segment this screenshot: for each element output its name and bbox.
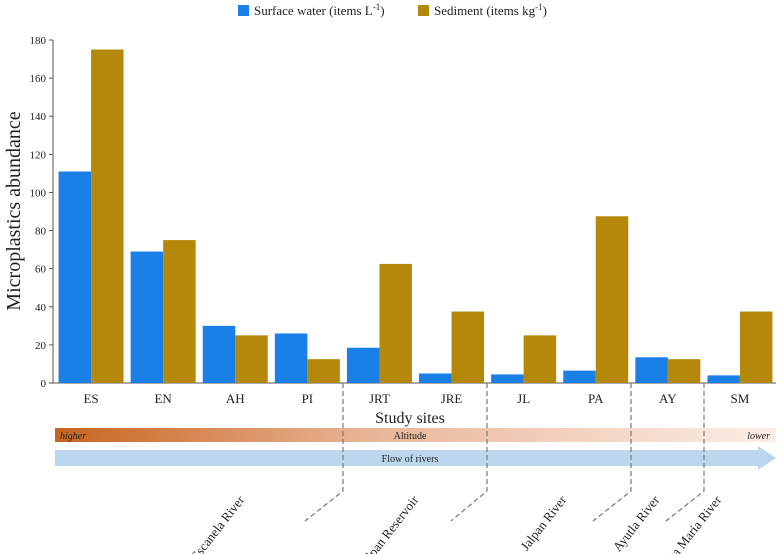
bar-sediment-jl [523, 335, 557, 383]
flow-label: Flow of rivers [382, 454, 439, 465]
separator-1 [304, 383, 344, 522]
bar-sediment-jrt [379, 263, 412, 383]
group-separators [304, 383, 705, 522]
x-axis-label: Study sites [375, 410, 445, 427]
y-axis-label: Microplastics abundance [3, 111, 25, 310]
bar-sediment-en [163, 240, 196, 383]
bar-sediment-sm [739, 311, 773, 383]
separator-4 [665, 383, 705, 522]
x-tick-label-jre: JRE [441, 391, 463, 406]
legend-label-surface-water: Surface water (items L-1) [254, 2, 385, 18]
x-tick-label-pi: PI [302, 391, 314, 406]
x-tick-labels: ES EN AH PI JRT JRE JL PA AY SM [83, 391, 749, 406]
separator-2 [450, 383, 488, 522]
y-tick-label: 180 [30, 35, 47, 47]
legend-swatch-sediment [418, 5, 429, 16]
altitude-bar [55, 428, 776, 442]
x-tick-label-pa: PA [588, 391, 604, 406]
bar-sediment-ah [235, 335, 268, 383]
x-tick-label-en: EN [154, 391, 172, 406]
flow-arrow [55, 446, 776, 470]
x-tick-label-jl: JL [517, 391, 530, 406]
river-label-jalpan-river: Jalpan River [517, 492, 569, 553]
bar-surface-water-jl [491, 374, 524, 383]
bar-surface-water-jrt [346, 347, 380, 383]
altitude-higher-label: higher [60, 431, 86, 442]
bar-sediment-pa [595, 216, 629, 383]
river-label-jalpan-reservoir: Jalpan Reservoir [356, 492, 422, 554]
bar-surface-water-en [130, 251, 164, 383]
bar-sediment-pi [307, 359, 340, 383]
altitude-label: Altitude [394, 431, 427, 442]
x-tick-label-ah: AH [226, 391, 245, 406]
y-tick-label: 40 [35, 302, 47, 314]
bar-surface-water-pi [274, 333, 308, 383]
river-label-escanela: Escanela River [187, 492, 247, 554]
bar-surface-water-jre [419, 373, 452, 383]
y-tick-label: 120 [30, 149, 47, 161]
bar-surface-water-sm [707, 375, 740, 383]
separator-3 [592, 383, 632, 522]
x-tick-label-sm: SM [731, 391, 750, 406]
x-tick-label-ay: AY [659, 391, 677, 406]
y-tick-label: 160 [30, 73, 47, 85]
bar-sediment-jre [451, 311, 485, 383]
bar-sediment-ay [667, 359, 701, 383]
x-tick-label-es: ES [83, 391, 98, 406]
y-tick-label: 140 [30, 111, 47, 123]
legend-label-sediment: Sediment (items kg-1) [434, 2, 547, 18]
bar-surface-water-es [58, 171, 92, 383]
y-tick-label: 0 [41, 378, 47, 390]
y-tick-label: 20 [35, 340, 47, 352]
bar-surface-water-pa [563, 370, 596, 383]
bars [58, 49, 773, 384]
bar-sediment-es [91, 49, 124, 384]
y-ticks: 0 20 40 60 80 100 120 140 160 180 [30, 35, 53, 390]
legend-swatch-surface-water [238, 5, 249, 16]
altitude-lower-label: lower [747, 431, 770, 442]
bar-surface-water-ah [202, 325, 236, 383]
legend: Surface water (items L-1) Sediment (item… [238, 2, 547, 18]
bar-surface-water-ay [635, 357, 668, 383]
y-tick-label: 100 [30, 187, 47, 199]
y-tick-label: 80 [35, 226, 47, 238]
x-tick-label-jrt: JRT [369, 391, 390, 406]
river-label-santa-maria: Santa Maria River [654, 492, 725, 554]
y-tick-label: 60 [35, 264, 47, 276]
